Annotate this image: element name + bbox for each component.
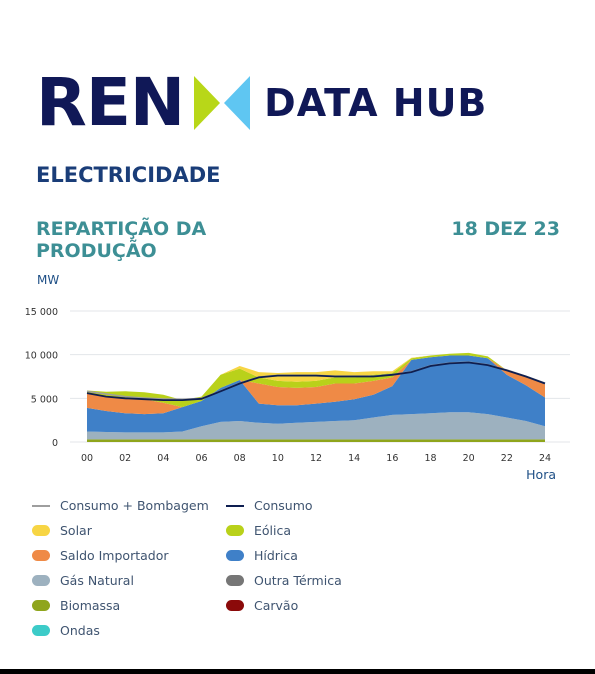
- legend-item-e-lica[interactable]: Eólica: [226, 523, 291, 538]
- ren-logo-mark-icon: [194, 76, 251, 130]
- x-tick-label: 20: [463, 453, 475, 464]
- legend-label: Saldo Importador: [60, 548, 169, 563]
- y-tick-label: 0: [52, 438, 58, 449]
- legend-label: Consumo: [254, 498, 313, 513]
- area-series-h-drica: [87, 355, 545, 433]
- x-tick-label: 08: [234, 453, 246, 464]
- legend-item-consumo-bombagem[interactable]: Consumo + Bombagem: [32, 498, 209, 513]
- legend-swatch: [226, 550, 244, 561]
- legend-label: Consumo + Bombagem: [60, 498, 209, 513]
- chart-title: REPARTIÇÃO DA PRODUÇÃO: [36, 218, 207, 262]
- y-tick-label: 15 000: [25, 307, 58, 318]
- y-tick-label: 10 000: [25, 351, 58, 362]
- legend-label: Outra Térmica: [254, 573, 342, 588]
- area-series-g-s-natural: [87, 412, 545, 440]
- x-axis-label: Hora: [526, 467, 556, 482]
- x-tick-label: 10: [272, 453, 284, 464]
- x-tick-label: 00: [81, 453, 93, 464]
- chart-date: 18 DEZ 23: [451, 218, 560, 240]
- area-series-biomassa: [87, 439, 545, 442]
- x-tick-label: 04: [157, 453, 169, 464]
- section-title: ELECTRICIDADE: [36, 163, 221, 187]
- legend-swatch: [226, 504, 244, 507]
- legend-item-h-drica[interactable]: Hídrica: [226, 548, 298, 563]
- legend-item-consumo[interactable]: Consumo: [226, 498, 313, 513]
- legend-swatch: [32, 600, 50, 611]
- legend-item-outra-t-rmica[interactable]: Outra Térmica: [226, 573, 342, 588]
- legend-swatch: [32, 525, 50, 536]
- bottom-bar: [0, 669, 595, 674]
- x-tick-label: 16: [386, 453, 398, 464]
- ren-logo: REN DATA HUB: [36, 64, 488, 141]
- legend-swatch: [32, 504, 50, 507]
- legend-label: Hídrica: [254, 548, 298, 563]
- legend-item-solar[interactable]: Solar: [32, 523, 92, 538]
- x-tick-label: 14: [348, 453, 360, 464]
- legend-swatch: [32, 550, 50, 561]
- x-tick-label: 22: [501, 453, 513, 464]
- line-series-consumo: [86, 361, 546, 401]
- y-tick-label: 5 000: [31, 394, 58, 405]
- x-tick-label: 18: [424, 453, 436, 464]
- legend-swatch: [226, 600, 244, 611]
- product-name: DATA HUB: [264, 81, 488, 125]
- legend-swatch: [32, 575, 50, 586]
- legend-item-saldo-importador[interactable]: Saldo Importador: [32, 548, 169, 563]
- production-chart: 0 5 000 10 000 15 000 00 02 04 06 08 10 12 14 16 18 2…: [25, 307, 570, 482]
- legend-label: Solar: [60, 523, 92, 538]
- x-tick-label: 12: [310, 453, 322, 464]
- brand-name: REN: [36, 64, 185, 141]
- legend-label: Gás Natural: [60, 573, 134, 588]
- legend-swatch: [226, 575, 244, 586]
- area-series-saldo-importador: [87, 355, 545, 415]
- legend-item-biomassa[interactable]: Biomassa: [32, 598, 120, 613]
- legend-item-g-s-natural[interactable]: Gás Natural: [32, 573, 134, 588]
- legend-label: Carvão: [254, 598, 299, 613]
- x-tick-label: 02: [119, 453, 131, 464]
- legend-swatch: [226, 525, 244, 536]
- legend-label: Ondas: [60, 623, 100, 638]
- x-tick-label: 24: [539, 453, 551, 464]
- legend-label: Biomassa: [60, 598, 121, 613]
- x-tick-label: 06: [195, 453, 207, 464]
- y-unit-label: MW: [37, 273, 60, 287]
- legend-swatch: [32, 625, 50, 636]
- legend-item-carv-o[interactable]: Carvão: [226, 598, 298, 613]
- legend-item-ondas[interactable]: Ondas: [32, 623, 100, 638]
- legend-label: Eólica: [254, 523, 292, 538]
